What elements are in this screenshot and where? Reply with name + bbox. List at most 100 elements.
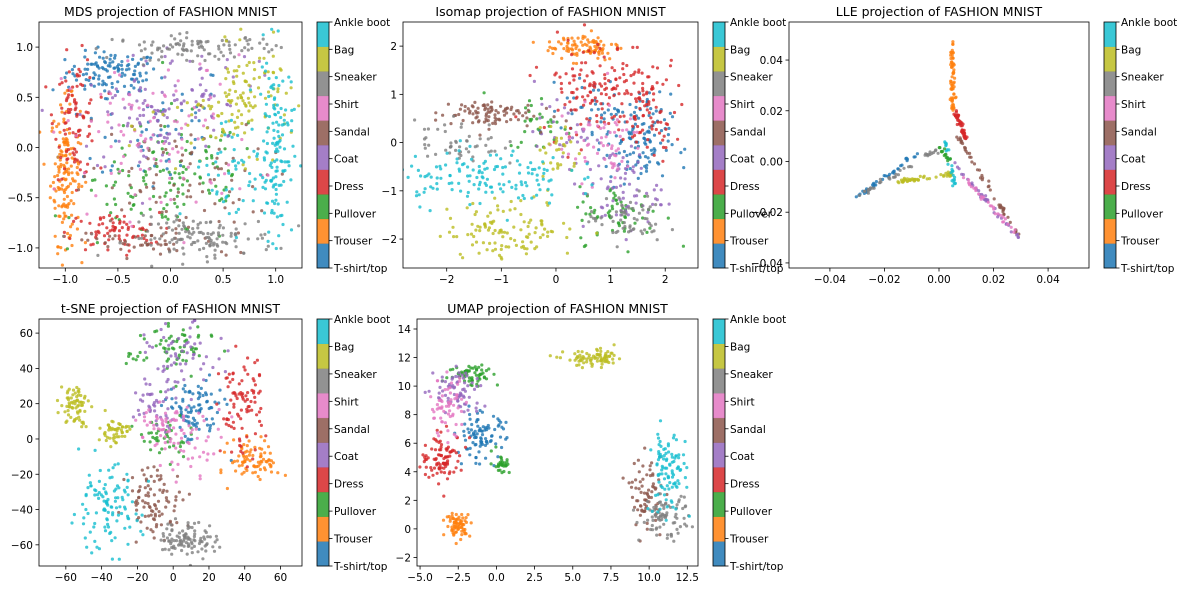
point-pullover [162,346,166,350]
point-t-shirt-top [117,63,121,67]
point-shirt [608,130,612,135]
point-sandal [987,179,991,183]
point-coat [154,398,159,403]
point-bag [558,356,563,360]
point-trouser [553,46,557,51]
point-sneaker [243,222,247,226]
point-ankle-boot [205,163,209,167]
point-bag [452,235,456,239]
point-sandal [155,474,159,478]
point-dress [634,140,639,144]
point-sandal [634,486,638,490]
point-sneaker [185,49,189,53]
point-sneaker [669,532,673,537]
point-sneaker [662,522,666,526]
point-dress [623,92,627,96]
point-ankle-boot [447,181,451,186]
point-dress [631,135,635,139]
colorbar-swatch [317,120,329,146]
point-coat [102,155,106,159]
point-t-shirt-top [466,427,470,431]
point-sneaker [632,216,636,221]
point-sandal [650,490,654,494]
point-dress [88,76,92,80]
point-shirt [174,446,178,450]
point-shirt [437,398,441,402]
point-ankle-boot [106,525,111,529]
point-dress [652,153,656,157]
point-bag [591,354,596,358]
point-dress [222,417,226,421]
point-bag [239,96,244,100]
point-ankle-boot [141,533,145,537]
point-trouser [58,130,62,134]
point-coat [219,336,223,340]
point-sneaker [150,51,154,55]
point-shirt [163,447,167,451]
point-sneaker [222,43,226,47]
point-sneaker [887,176,891,180]
point-ankle-boot [102,499,106,503]
point-sneaker [243,36,247,40]
point-dress [60,81,64,85]
point-sneaker [213,256,217,260]
point-sneaker [205,255,209,259]
point-shirt [166,68,170,72]
point-bag [579,359,583,363]
point-trouser [454,530,458,534]
point-t-shirt-top [93,51,97,55]
point-bag [129,124,133,128]
point-pullover [176,187,180,191]
point-trouser [949,87,953,91]
point-dress [563,103,567,107]
point-dress [430,468,434,472]
point-trouser [66,205,70,209]
point-dress [570,53,574,57]
point-bag [562,221,566,225]
point-ankle-boot [115,519,119,523]
point-sneaker [206,535,210,539]
point-sneaker [209,220,213,224]
point-coat [573,182,577,186]
point-coat [212,128,216,132]
point-t-shirt-top [565,96,569,100]
point-shirt [432,416,436,420]
point-ankle-boot [289,80,293,84]
point-bag [241,91,245,95]
point-sneaker [197,520,201,525]
point-dress [607,121,611,126]
point-sneaker [639,229,643,233]
point-t-shirt-top [111,60,115,64]
point-sneaker [170,545,174,550]
point-shirt [443,421,447,425]
point-coat [645,191,649,195]
point-sandal [149,509,154,513]
point-dress [242,365,246,369]
point-shirt [52,130,56,134]
point-ankle-boot [236,207,241,211]
point-ankle-boot [271,121,275,125]
point-sandal [113,234,117,238]
point-bag [519,228,523,232]
point-trouser [67,171,71,175]
point-bag [476,224,480,228]
point-dress [125,253,129,257]
y-tick-label: −0.5 [8,193,34,205]
point-t-shirt-top [86,67,90,71]
point-pullover [142,439,146,443]
chart-title: t-SNE projection of FASHION MNIST [61,301,281,316]
point-pullover [104,184,108,188]
point-bag [458,252,462,256]
point-bag [252,61,256,65]
point-dress [80,43,84,48]
colorbar-label: Trouser [333,534,373,546]
point-coat [144,59,148,63]
point-bag [551,167,555,171]
point-pullover [126,191,130,195]
colorbar-swatch [317,95,329,121]
point-coat [194,100,198,104]
point-t-shirt-top [193,422,197,426]
point-ankle-boot [483,167,487,171]
point-ankle-boot [951,184,955,188]
point-ankle-boot [586,175,590,179]
